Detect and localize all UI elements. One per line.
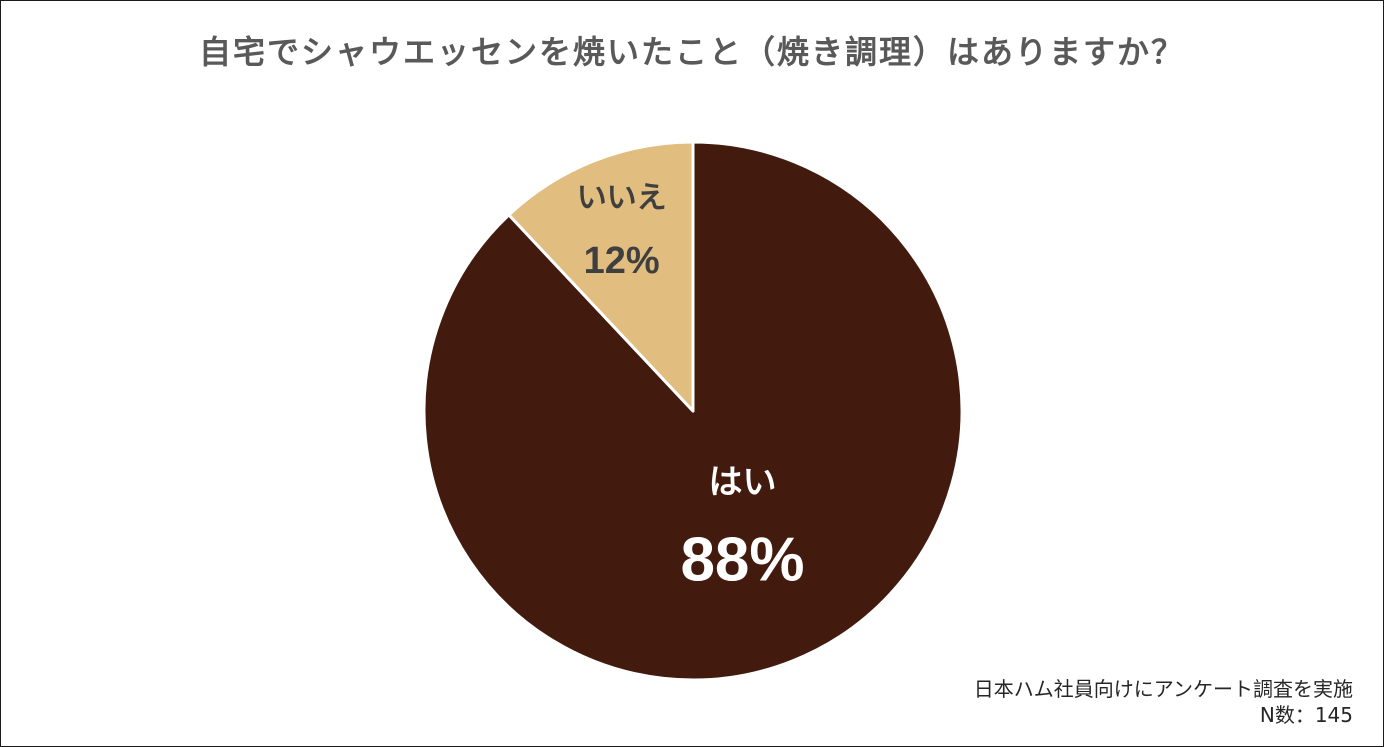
pie-slices bbox=[422, 140, 964, 682]
slice-value-no: 12% bbox=[584, 240, 660, 282]
chart-title: 自宅でシャウエッセンを焼いたこと（焼き調理）はありますか？ bbox=[198, 33, 1185, 71]
slice-label-yes: はい bbox=[709, 463, 777, 503]
pie-slice-no bbox=[507, 140, 695, 413]
slice-label-no: いいえ bbox=[577, 180, 667, 215]
survey-note: 日本ハム社員向けにアンケート調査を実施 bbox=[973, 677, 1353, 701]
slice-value-yes: 88% bbox=[680, 525, 804, 594]
pie-labels: はい 88% いいえ 12% bbox=[577, 180, 805, 594]
sample-size-note: N数：145 bbox=[1259, 703, 1353, 727]
